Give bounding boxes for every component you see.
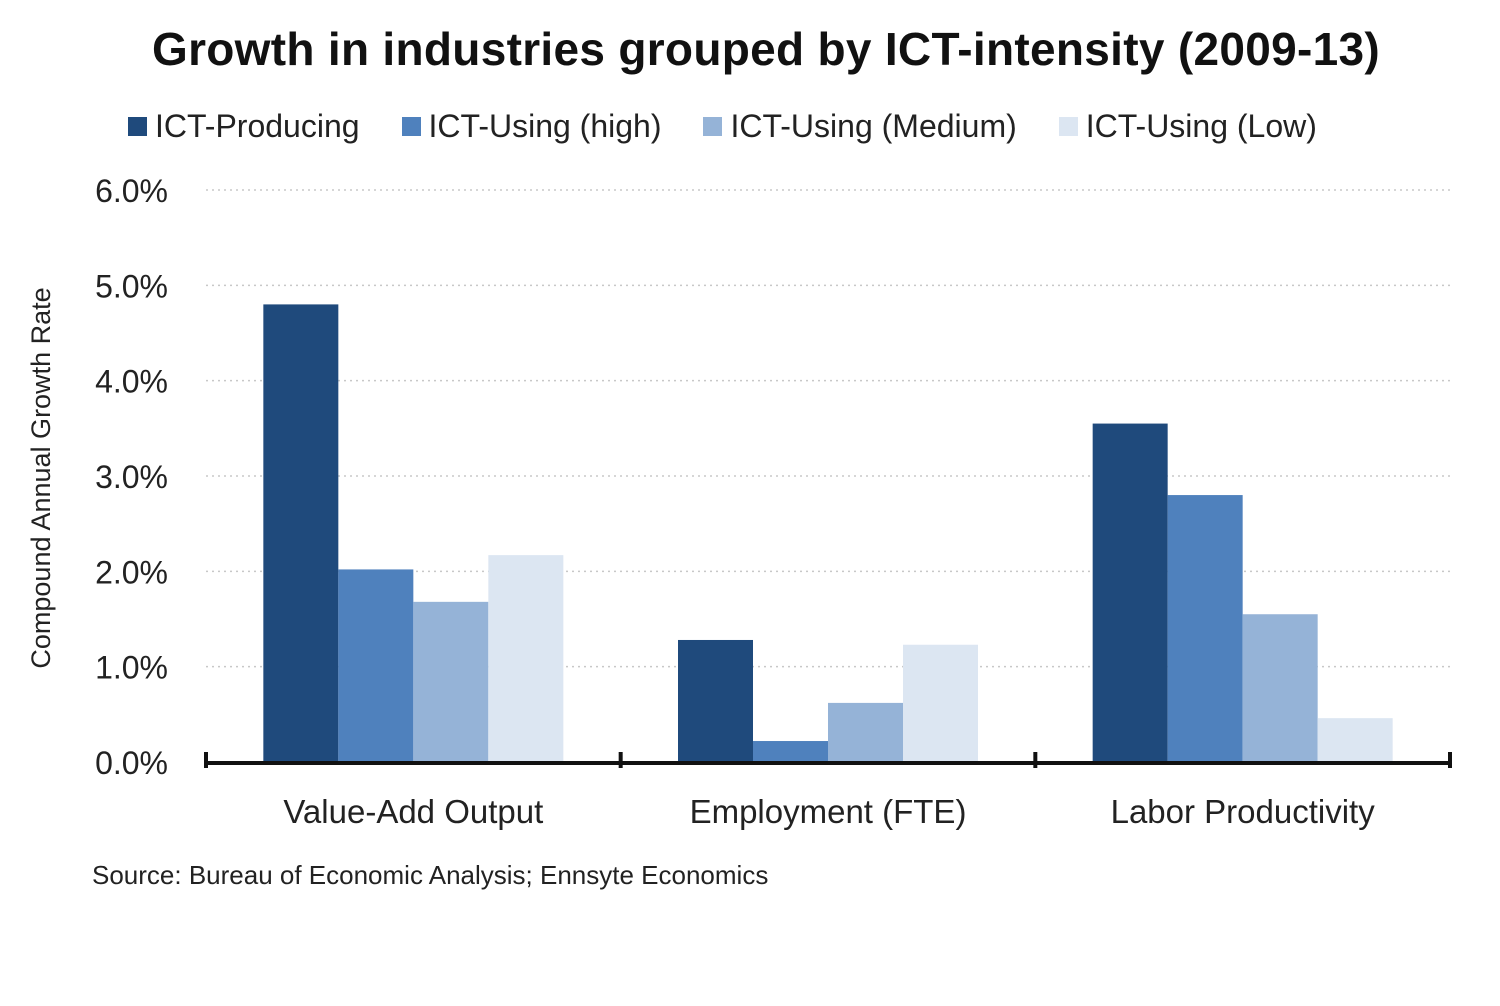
y-tick-label: 1.0%	[95, 650, 168, 686]
legend-swatch-ict-producing	[128, 116, 147, 136]
legend: ICT-Producing ICT-Using (high) ICT-Using…	[128, 106, 1359, 146]
bar-ict-using-high-employment-fte	[753, 741, 828, 762]
bar-ict-using-medium-labor-productivity	[1242, 614, 1318, 762]
bar-ict-using-low-labor-productivity	[1317, 718, 1393, 762]
chart-title: Growth in industries grouped by ICT-inte…	[152, 23, 1380, 75]
legend-swatch-ict-using-high	[401, 116, 421, 136]
bars	[263, 304, 1393, 762]
legend-label-ict-using-high: ICT-Using (high)	[428, 107, 662, 144]
y-tick-label: 5.0%	[95, 268, 168, 304]
legend-item-ict-using-low: ICT-Using (Low)	[1058, 107, 1317, 145]
x-axis	[204, 752, 1452, 768]
bar-ict-using-low-value-add-output	[488, 555, 564, 762]
y-tick-label: 4.0%	[95, 364, 168, 400]
bar-ict-producing-labor-productivity	[1092, 423, 1168, 762]
bar-ict-producing-employment-fte	[678, 639, 753, 762]
bar-ict-producing-value-add-output	[263, 304, 339, 762]
y-tick-label: 6.0%	[95, 173, 168, 209]
x-category-label: Employment (FTE)	[690, 793, 967, 830]
legend-label-ict-using-medium: ICT-Using (Medium)	[730, 107, 1017, 144]
y-axis-tick-labels: 0.0% 1.0% 2.0% 3.0% 4.0% 5.0% 6.0%	[95, 173, 168, 781]
legend-swatch-ict-using-low	[1058, 116, 1078, 136]
legend-label-ict-producing: ICT-Producing	[155, 107, 360, 144]
legend-item-ict-using-high: ICT-Using (high)	[401, 107, 662, 145]
legend-label-ict-using-low: ICT-Using (Low)	[1085, 107, 1317, 144]
bar-ict-using-high-value-add-output	[338, 569, 414, 762]
bar-ict-using-high-labor-productivity	[1167, 495, 1243, 762]
legend-item-ict-producing: ICT-Producing	[128, 108, 360, 145]
x-category-label: Labor Productivity	[1111, 793, 1376, 830]
source-note: Source: Bureau of Economic Analysis; Enn…	[92, 860, 769, 890]
y-axis-title: Compound Annual Growth Rate	[26, 287, 56, 668]
legend-swatch-ict-using-medium	[703, 116, 723, 136]
bar-ict-using-medium-value-add-output	[413, 601, 489, 762]
legend-item-ict-using-medium: ICT-Using (Medium)	[703, 107, 1017, 145]
y-tick-label: 2.0%	[95, 554, 168, 590]
bar-ict-using-medium-employment-fte	[828, 702, 903, 762]
x-axis-category-labels: Value-Add Output Employment (FTE) Labor Pr…	[283, 793, 1375, 830]
bar-ict-using-low-employment-fte	[903, 644, 978, 762]
y-tick-label: 0.0%	[95, 745, 168, 781]
y-tick-label: 3.0%	[95, 459, 168, 495]
x-category-label: Value-Add Output	[283, 793, 543, 830]
